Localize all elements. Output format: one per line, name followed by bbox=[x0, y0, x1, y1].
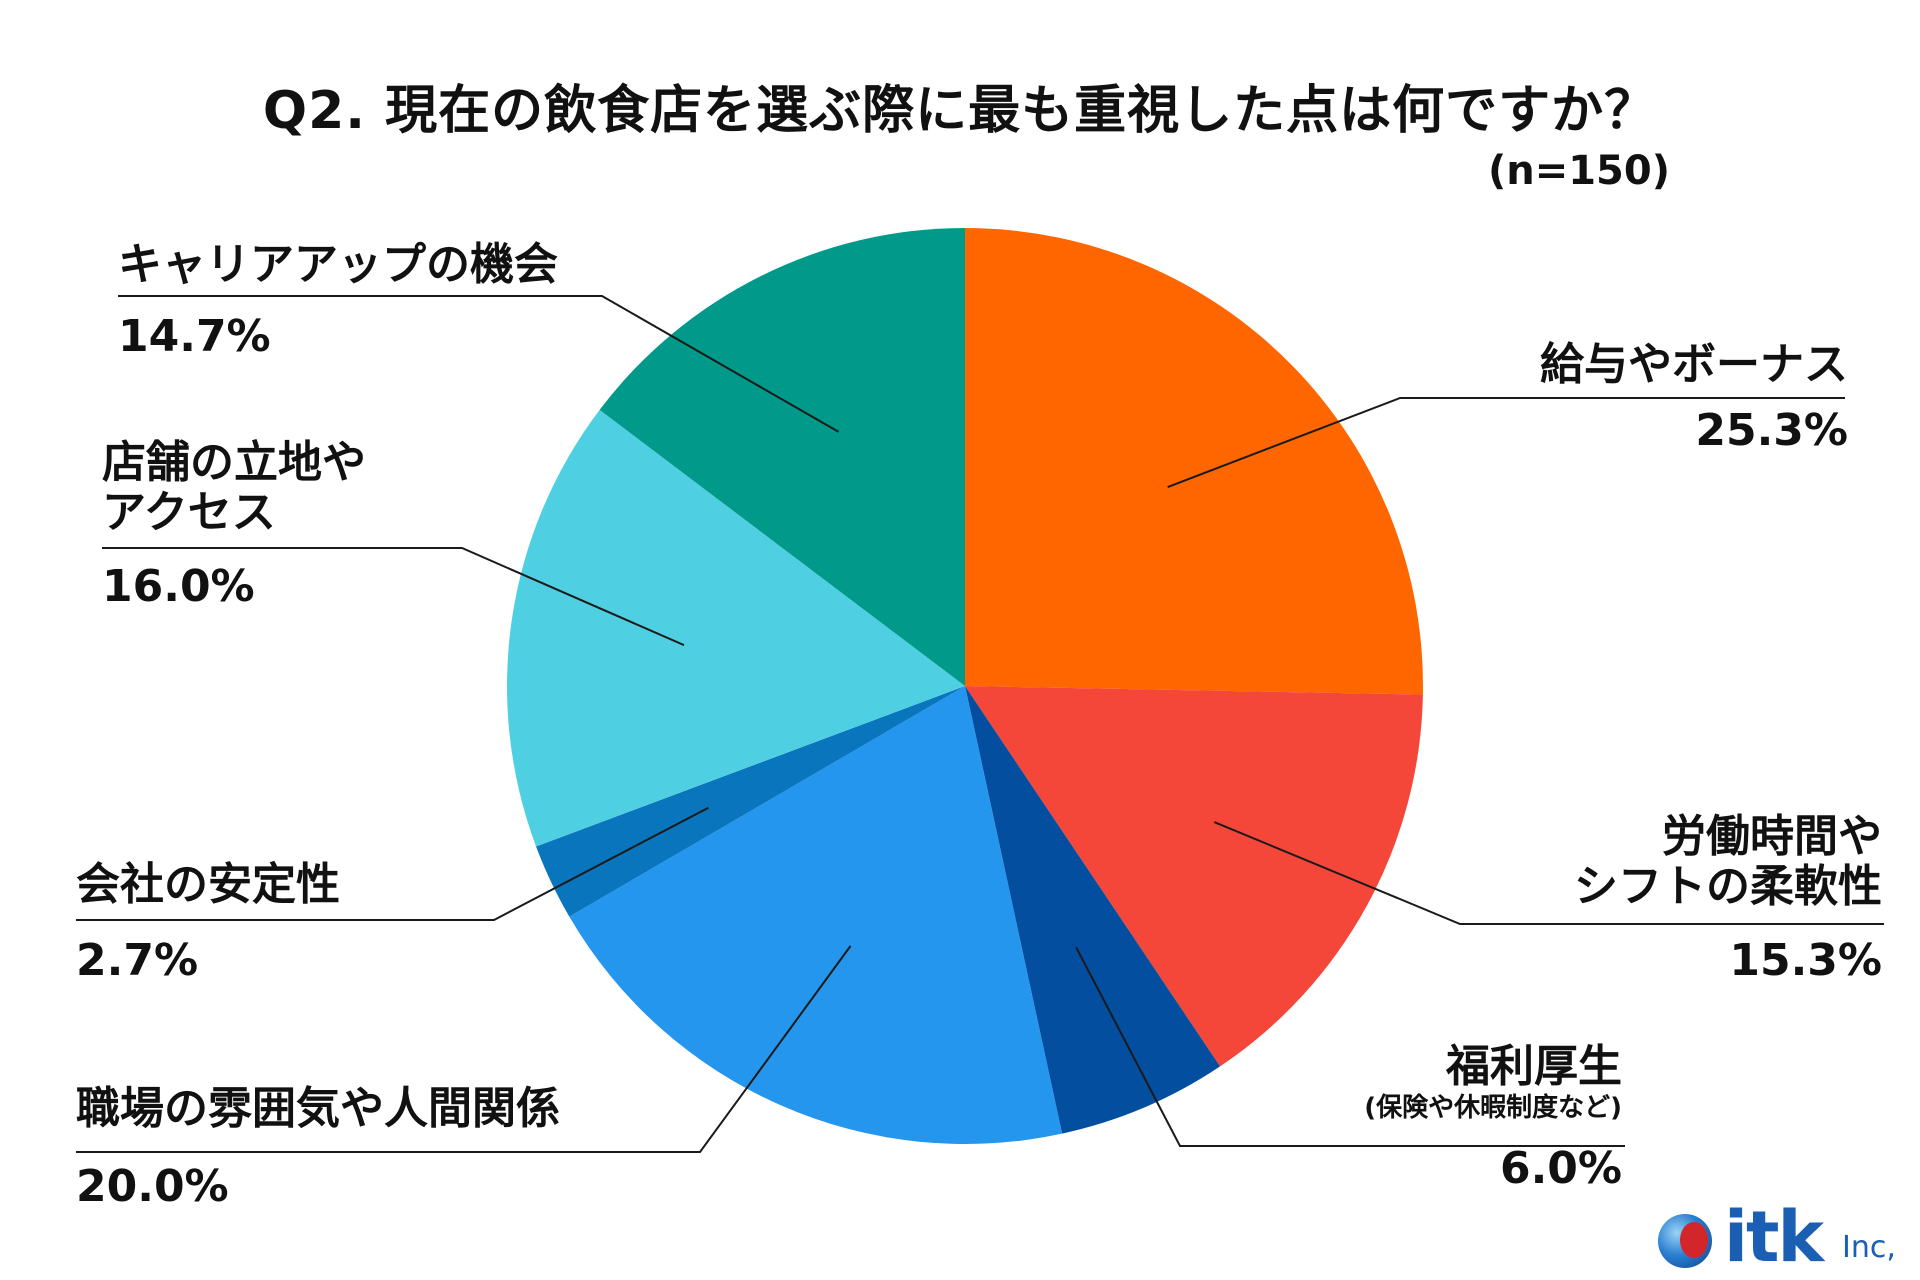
chart-title: Q2. 現在の飲食店を選ぶ際に最も重視した点は何ですか？ bbox=[262, 81, 1658, 141]
logo-word: itk bbox=[1724, 1196, 1824, 1278]
label-atmosphere-name: 職場の雰囲気や人間関係 bbox=[76, 1083, 560, 1134]
leader-line-stability bbox=[76, 806, 709, 921]
leader-line-location bbox=[102, 547, 685, 647]
label-welfare-sub: (保険や休暇制度など) bbox=[1364, 1093, 1622, 1124]
label-salary-value: 25.3% bbox=[1695, 405, 1848, 457]
label-stability-name: 会社の安定性 bbox=[76, 859, 340, 910]
pie-slices bbox=[507, 228, 1423, 1144]
sample-size-label: (n=150) bbox=[1487, 148, 1670, 194]
pie-slice-career bbox=[599, 228, 965, 686]
label-hours-line2: シフトの柔軟性 bbox=[1574, 861, 1882, 913]
leader-line-hours bbox=[1213, 821, 1884, 925]
label-location-line1: 店舗の立地や bbox=[102, 437, 366, 488]
leader-line-welfare bbox=[1075, 946, 1625, 1147]
label-welfare-value: 6.0% bbox=[1499, 1142, 1622, 1194]
leader-line-salary bbox=[1167, 397, 1845, 489]
label-hours: 労働時間や シフトの柔軟性 15.3% bbox=[1574, 811, 1882, 987]
label-location: 店舗の立地や アクセス 16.0% bbox=[102, 437, 366, 613]
label-stability: 会社の安定性 2.7% bbox=[76, 859, 340, 987]
label-career: キャリアアップの機会 14.7% bbox=[118, 239, 558, 363]
label-stability-value: 2.7% bbox=[76, 935, 199, 987]
label-location-line2: アクセス bbox=[102, 487, 276, 539]
logo-suffix: Inc, bbox=[1842, 1230, 1896, 1265]
pie-slice-salary bbox=[965, 228, 1423, 695]
label-atmosphere-value: 20.0% bbox=[76, 1161, 229, 1213]
logo-mark-icon bbox=[1658, 1214, 1712, 1268]
label-salary: 給与やボーナス 25.3% bbox=[1540, 339, 1848, 457]
label-career-name: キャリアアップの機会 bbox=[118, 239, 558, 290]
pie-slice-location bbox=[507, 409, 965, 847]
label-salary-name: 給与やボーナス bbox=[1540, 339, 1848, 390]
leader-line-career bbox=[118, 295, 839, 433]
company-logo: itk Inc, bbox=[1650, 1192, 1920, 1280]
leader-line-atmosphere bbox=[76, 945, 852, 1153]
label-career-value: 14.7% bbox=[118, 311, 271, 363]
pie-slice-hours bbox=[965, 686, 1423, 1067]
label-atmosphere: 職場の雰囲気や人間関係 20.0% bbox=[76, 1083, 560, 1213]
pie-slice-welfare bbox=[965, 686, 1221, 1134]
pie-slice-atmosphere bbox=[569, 686, 1063, 1144]
label-location-value: 16.0% bbox=[102, 561, 255, 613]
label-hours-line1: 労働時間や bbox=[1662, 811, 1882, 862]
label-welfare: 福利厚生 (保険や休暇制度など) 6.0% bbox=[1364, 1041, 1622, 1194]
label-hours-value: 15.3% bbox=[1729, 935, 1882, 987]
leader-lines bbox=[76, 295, 1884, 1153]
pie-slice-stability bbox=[536, 686, 965, 917]
label-welfare-name: 福利厚生 bbox=[1446, 1041, 1622, 1092]
